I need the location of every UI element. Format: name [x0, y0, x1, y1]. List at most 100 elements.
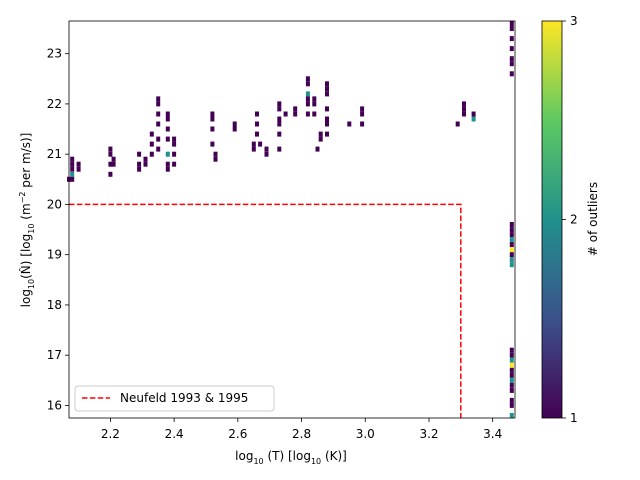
heatmap-cell: [325, 81, 329, 87]
colorbar-tick-label: 2: [570, 213, 578, 227]
heatmap-cell: [312, 101, 317, 107]
heatmap-cell: [293, 111, 298, 117]
heatmap-cell: [264, 151, 269, 157]
heatmap-cell: [509, 222, 514, 227]
heatmap-cell: [462, 111, 466, 117]
y-axis-label: log10(N̂) [log10 (m−2 per m/s)]: [18, 133, 36, 308]
heatmap-cell: [509, 247, 514, 253]
legend-frame: [74, 385, 275, 412]
heatmap-cell: [277, 121, 282, 127]
heatmap-cell: [509, 46, 514, 52]
heatmap-cell: [509, 372, 514, 378]
heatmap-cell: [232, 121, 237, 127]
heatmap-cell: [325, 116, 329, 122]
heatmap-cell: [172, 141, 177, 147]
y-tick-label: 20: [47, 197, 62, 211]
heatmap-cell: [509, 232, 514, 238]
heatmap-cell: [283, 111, 288, 117]
heatmap-cell: [455, 121, 460, 127]
heatmap-cell: [149, 151, 154, 157]
heatmap-cell: [509, 397, 514, 403]
neufeld-reference-line: [69, 203, 462, 418]
heatmap-cell: [210, 126, 215, 132]
heatmap-cell: [509, 352, 514, 358]
heatmap-cell: [210, 116, 215, 122]
heatmap-cell: [360, 106, 365, 112]
heatmap-cell: [76, 166, 81, 172]
heatmap-cell: [277, 131, 282, 137]
heatmap-cell: [232, 126, 237, 132]
heatmap-cell: [111, 156, 116, 162]
heatmap-cell: [70, 161, 75, 167]
y-tick-label: 23: [47, 47, 62, 61]
heatmap-cell: [509, 61, 514, 67]
heatmap-cell: [258, 141, 263, 147]
heatmap-cell: [462, 106, 466, 112]
heatmap-cell: [312, 96, 317, 102]
heatmap-cell: [509, 377, 514, 383]
heatmap-cell: [462, 101, 466, 107]
heatmap-cell: [509, 21, 514, 26]
x-tick-label: 3.2: [419, 427, 438, 441]
y-tick-label: 21: [47, 147, 62, 161]
heatmap-cell: [165, 166, 170, 172]
heatmap-cell: [210, 141, 215, 147]
heatmap-cell: [509, 56, 514, 62]
heatmap-cell: [315, 146, 320, 152]
x-tick-label: 3.0: [356, 427, 375, 441]
heatmap-cell: [305, 111, 310, 117]
heatmap-cell: [277, 116, 282, 122]
heatmap-cell: [156, 146, 161, 152]
colorbar-gradient: [541, 20, 563, 419]
heatmap-cell: [255, 111, 259, 117]
y-tick-label: 19: [47, 248, 62, 262]
heatmap-cell: [293, 106, 298, 112]
heatmap-cell: [255, 131, 259, 137]
heatmap-cell: [325, 86, 329, 92]
x-tick-label: 2.4: [165, 427, 184, 441]
heatmap-cell: [172, 161, 177, 167]
heatmap-cell: [70, 156, 75, 162]
heatmap-cell: [509, 382, 514, 388]
heatmap-cell: [509, 242, 514, 248]
plot-frame: [68, 20, 516, 419]
heatmap-cell: [143, 156, 148, 162]
heatmap-cell: [172, 151, 177, 157]
heatmap-cell: [156, 136, 161, 142]
heatmap-cell: [509, 347, 514, 353]
heatmap-cell: [509, 262, 514, 268]
heatmap-cell: [277, 146, 282, 152]
heatmap-cell: [70, 166, 75, 172]
reference-line-layer: [69, 203, 462, 418]
heatmap-cell: [156, 101, 161, 107]
legend-entry-neufeld: Neufeld 1993 & 1995: [120, 391, 248, 405]
heatmap-cell: [165, 161, 170, 167]
colorbar-ticks: 1 2 3: [562, 14, 578, 425]
heatmap-cell: [305, 96, 310, 102]
heatmap-cell: [277, 106, 282, 112]
colorbar: 1 2 3 # of outliers: [541, 14, 600, 425]
heatmap-cell: [210, 111, 215, 117]
heatmap-cell: [156, 96, 161, 102]
heatmap-cell: [471, 111, 476, 117]
heatmap-cell: [137, 151, 142, 157]
heatmap-cell: [264, 146, 269, 152]
heatmap-cell: [137, 161, 142, 167]
heatmap-cell: [111, 161, 116, 167]
x-axis-label: log10 (T) [log10 (K)]: [235, 449, 347, 466]
heatmap-cell: [255, 121, 259, 127]
heatmap-cell: [509, 387, 514, 393]
heatmap-cell: [149, 131, 154, 137]
heatmap-cell: [213, 156, 218, 162]
colorbar-label: # of outliers: [586, 182, 600, 256]
heatmap-cell: [251, 146, 256, 152]
heatmap-cell: [251, 141, 256, 147]
colorbar-tick-label: 3: [570, 14, 578, 28]
heatmap-cell: [149, 141, 154, 147]
heatmap-cell: [165, 151, 170, 157]
heatmap-cell: [305, 81, 310, 87]
heatmap-cell: [509, 357, 514, 363]
heatmap-cell: [360, 121, 365, 127]
axes: 2.2 2.4 2.6 2.8 3.0 3.2 3.4 16 17 18 19 20 21 22 23: [47, 20, 516, 441]
